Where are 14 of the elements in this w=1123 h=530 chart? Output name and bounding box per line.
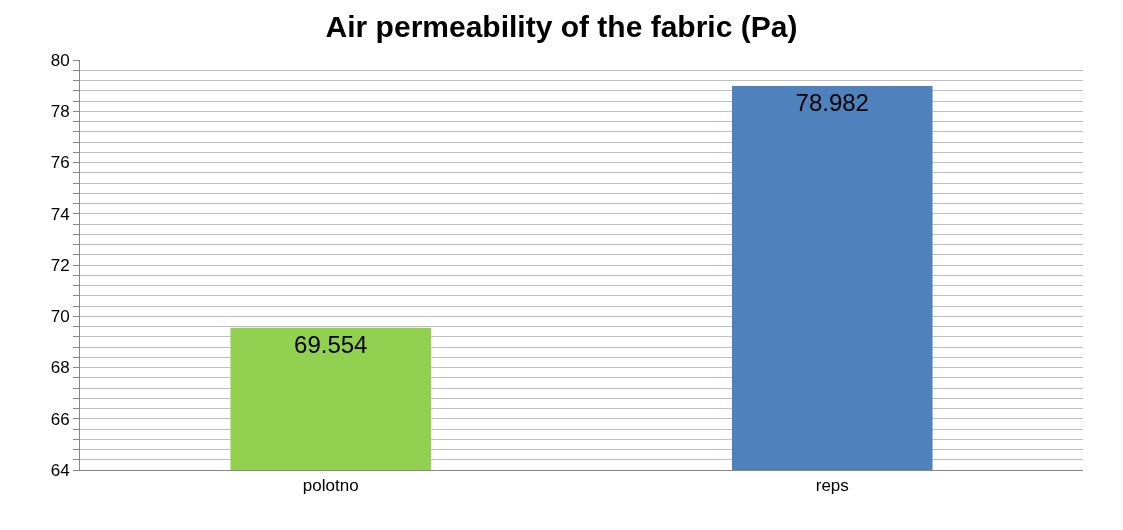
- y-tick-label: 74: [50, 204, 70, 224]
- y-tick-label: 66: [50, 409, 70, 429]
- y-tick-label: 70: [50, 307, 70, 327]
- y-tick-label: 78: [50, 102, 70, 122]
- chart-title: Air permeability of the fabric (Pa): [325, 9, 798, 43]
- data-label: 78.982: [795, 89, 869, 117]
- y-tick-label: 76: [50, 153, 70, 173]
- y-tick-label: 68: [50, 358, 70, 378]
- x-tick-label: polotno: [302, 476, 359, 496]
- y-tick-label: 72: [50, 255, 70, 275]
- y-tick-label: 80: [50, 50, 70, 70]
- x-tick-label: reps: [815, 476, 849, 496]
- data-label: 69.554: [294, 330, 368, 358]
- y-tick-label: 64: [50, 460, 70, 480]
